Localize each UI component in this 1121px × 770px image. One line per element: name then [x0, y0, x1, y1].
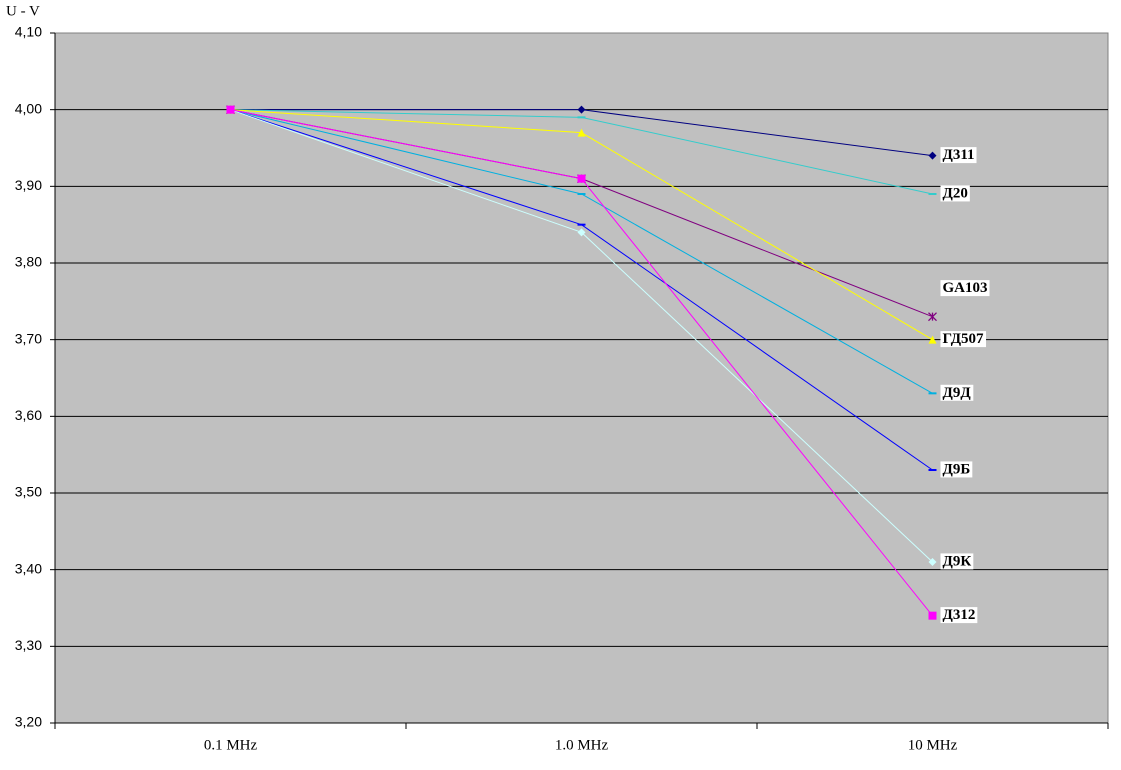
y-tick-label: 4,00: [15, 100, 42, 116]
y-tick-label: 3,60: [15, 407, 42, 423]
marker: [226, 105, 235, 114]
series-label: Д9Б: [943, 461, 971, 477]
y-tick-label: 3,30: [15, 637, 42, 653]
label-background: [940, 461, 973, 478]
marker: [928, 335, 937, 344]
label-background: [940, 147, 977, 164]
marker: [928, 558, 937, 566]
marker: [577, 105, 586, 114]
marker: [928, 151, 937, 160]
x-tick-label: 1.0 MHz: [555, 737, 609, 753]
y-tick-label: 4,10: [15, 24, 42, 40]
y-tick-label: 3,50: [15, 484, 42, 500]
series-label: Д312: [943, 607, 976, 623]
label-background: [940, 331, 987, 348]
series-label: Д9Д: [943, 385, 972, 401]
marker: [577, 228, 586, 237]
marker: [577, 174, 586, 183]
y-tick-label: 3,80: [15, 254, 42, 270]
y-tick-label: 3,90: [15, 177, 42, 193]
label-background: [940, 384, 974, 401]
marker: [928, 611, 937, 620]
y-tick-label: 3,40: [15, 560, 42, 576]
series-label: Д20: [943, 185, 968, 201]
x-tick-label: 0.1 MHz: [204, 737, 258, 753]
y-tick-label: 3,20: [15, 714, 42, 730]
label-background: [940, 607, 978, 624]
series-label: Д311: [943, 147, 975, 163]
series-label: ГД507: [943, 331, 985, 347]
y-tick-label: 3,70: [15, 330, 42, 346]
label-background: [940, 185, 970, 202]
series-label: Д9К: [943, 553, 972, 569]
plot-area: [54, 32, 1109, 724]
label-background: [940, 280, 990, 297]
series-label: GA103: [943, 280, 988, 296]
x-tick-label: 10 MHz: [908, 737, 958, 753]
y-axis-label: U - V: [6, 3, 40, 19]
label-background: [940, 553, 974, 570]
marker: [928, 312, 937, 322]
marker: [577, 128, 586, 137]
